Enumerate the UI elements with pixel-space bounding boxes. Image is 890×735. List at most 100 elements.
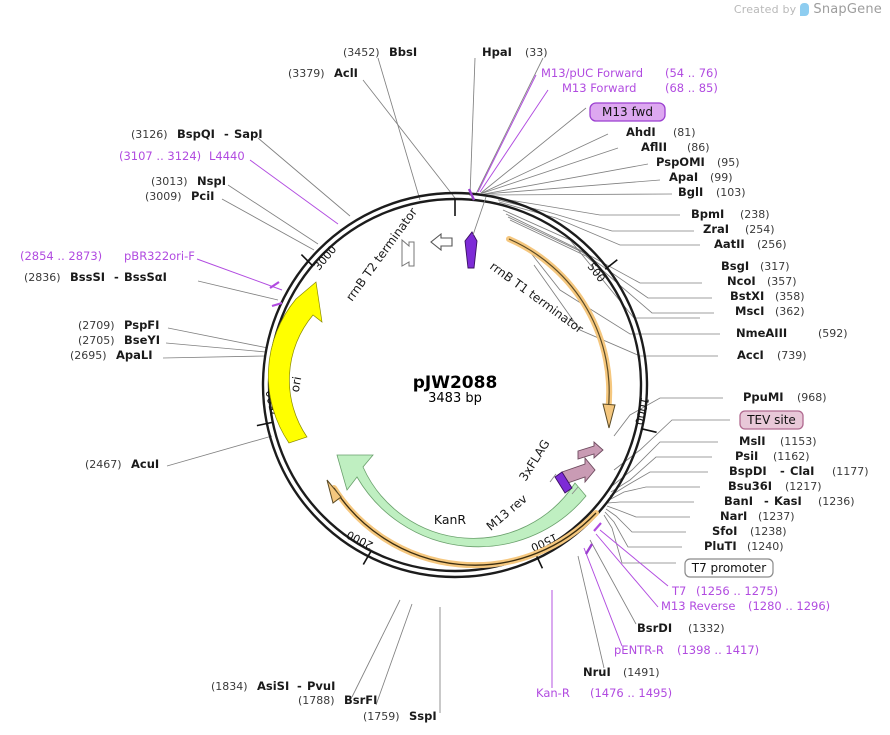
- label-nspi-name: NspI: [197, 174, 226, 188]
- label-nmeaiii[interactable]: NmeAIII (592): [736, 326, 848, 340]
- box-label-t7-promoter-text: T7 promoter: [691, 561, 767, 575]
- label-pspomi-name: PspOMI: [656, 155, 705, 169]
- label-bbsi[interactable]: (3452) BbsI: [343, 45, 417, 59]
- label-hpai[interactable]: HpaI (33): [482, 45, 548, 59]
- label-pvui-name: PvuI: [307, 679, 335, 693]
- label-apali-pos: (2695): [70, 349, 107, 362]
- label-sspi[interactable]: (1759) SspI: [363, 709, 437, 723]
- label-bgli[interactable]: BglI (103): [678, 185, 746, 199]
- label-pentr-r[interactable]: pENTR-R (1398 .. 1417): [614, 643, 759, 657]
- label-pcii[interactable]: (3009) PciI: [145, 189, 214, 203]
- label-msli[interactable]: MslI (1153): [739, 434, 817, 448]
- label-ncoi[interactable]: NcoI (357): [727, 274, 797, 288]
- label-acui-pos: (2467): [85, 458, 122, 471]
- label-pbr322ori-f-name: pBR322ori-F: [124, 249, 195, 263]
- label-pcii-pos: (3009): [145, 190, 182, 203]
- label-l4440[interactable]: (3107 .. 3124) L4440: [119, 149, 245, 163]
- label-aflii[interactable]: AflII (86): [641, 140, 710, 154]
- label-bspqi-sapi[interactable]: (3126) BspQI - SapI: [131, 127, 263, 141]
- label-nspi[interactable]: (3013) NspI: [151, 174, 226, 188]
- label-bseyi-name: BseYI: [124, 333, 160, 347]
- label-nari[interactable]: NarI (1237): [720, 509, 795, 523]
- label-m13-puc-forward-pos: (54 .. 76): [665, 66, 718, 80]
- label-bani-kasi[interactable]: BanI - KasI (1236): [724, 494, 855, 508]
- plasmid-size: 3483 bp: [428, 391, 482, 406]
- label-m13-puc-forward[interactable]: M13/pUC Forward (54 .. 76): [541, 66, 718, 80]
- label-m13-forward-pos: (68 .. 85): [665, 81, 718, 95]
- label-bsssi-pos: (2836): [24, 271, 61, 284]
- label-pspfi[interactable]: (2709) PspFI: [78, 318, 159, 332]
- label-zrai-pos: (254): [745, 223, 775, 236]
- feature-kanr[interactable]: KanR: [336, 454, 587, 548]
- label-m13-reverse-name: M13 Reverse: [661, 599, 735, 613]
- label-nari-name: NarI: [720, 509, 747, 523]
- label-bsrfi-name: BsrFI: [344, 693, 377, 707]
- label-pluti[interactable]: PluTI (1240): [704, 539, 784, 553]
- label-bbsi-name: BbsI: [389, 45, 417, 59]
- label-clai-name: ClaI: [790, 464, 814, 478]
- label-bseyi[interactable]: (2705) BseYI: [78, 333, 160, 347]
- label-acli[interactable]: (3379) AclI: [288, 66, 358, 80]
- label-bani-pos: (1236): [818, 495, 855, 508]
- label-zrai[interactable]: ZraI (254): [703, 222, 775, 236]
- label-bani-sep: -: [764, 494, 769, 508]
- labels-top-left: (3452) BbsI (3379) AclI (3126) BspQI - S…: [20, 45, 417, 471]
- label-asisi-pos: (1834): [211, 680, 248, 693]
- label-pspomi[interactable]: PspOMI (95): [656, 155, 740, 169]
- label-ppumi[interactable]: PpuMI (968): [743, 390, 827, 404]
- orf-arcs: [326, 236, 616, 569]
- label-asisi-pvui[interactable]: (1834) AsiSI - PvuI: [211, 679, 335, 693]
- label-psii[interactable]: PsiI (1162): [735, 449, 810, 463]
- label-l4440-name: L4440: [209, 149, 245, 163]
- label-bpmi[interactable]: BpmI (238): [691, 207, 770, 221]
- tick-label-3000: 3000: [311, 243, 339, 273]
- label-pentr-r-pos: (1398 .. 1417): [677, 643, 759, 657]
- box-label-tev-site[interactable]: TEV site: [739, 410, 804, 430]
- box-label-t7-promoter[interactable]: T7 promoter: [684, 558, 774, 578]
- label-pbr322ori-f[interactable]: (2854 .. 2873) pBR322ori-F: [20, 249, 195, 263]
- label-pspfi-pos: (2709): [78, 319, 115, 332]
- label-m13-forward[interactable]: M13 Forward (68 .. 85): [562, 81, 718, 95]
- label-bpmi-pos: (238): [740, 208, 770, 221]
- label-pbr322ori-f-pos: (2854 .. 2873): [20, 249, 102, 263]
- label-ppumi-pos: (968): [797, 391, 827, 404]
- label-m13-reverse[interactable]: M13 Reverse (1280 .. 1296): [661, 599, 830, 613]
- label-acui[interactable]: (2467) AcuI: [85, 457, 159, 471]
- label-bsrdi-name: BsrDI: [637, 621, 672, 635]
- labels-bottom-left: (1834) AsiSI - PvuI (1788) BsrFI (1759) …: [211, 679, 437, 723]
- label-t7[interactable]: T7 (1256 .. 1275): [671, 584, 778, 598]
- label-bstxi[interactable]: BstXI (358): [730, 289, 805, 303]
- feature-ori[interactable]: ori: [267, 281, 323, 444]
- label-apai[interactable]: ApaI (99): [669, 170, 733, 184]
- label-nrui[interactable]: NruI (1491): [583, 665, 660, 679]
- label-bsrfi[interactable]: (1788) BsrFI: [298, 693, 377, 707]
- label-apali[interactable]: (2695) ApaLI: [70, 348, 153, 362]
- label-bsgi[interactable]: BsgI (317): [721, 259, 790, 273]
- label-acci[interactable]: AccI (739): [737, 348, 807, 362]
- label-acui-name: AcuI: [131, 457, 159, 471]
- box-label-m13-fwd[interactable]: M13 fwd: [589, 102, 666, 122]
- label-bsrdi[interactable]: BsrDI (1332): [637, 621, 725, 635]
- label-kan-r[interactable]: Kan-R (1476 .. 1495): [536, 686, 672, 700]
- label-bspdi-clai[interactable]: BspDI - ClaI (1177): [729, 464, 869, 478]
- watermark-brand: SnapGene: [813, 2, 882, 17]
- label-bspqi-sep: -: [224, 127, 229, 141]
- label-aatii[interactable]: AatII (256): [714, 237, 787, 251]
- label-kasi-name: KasI: [774, 494, 802, 508]
- label-nrui-pos: (1491): [623, 666, 660, 679]
- label-sfoi-name: SfoI: [712, 524, 737, 538]
- label-sfoi[interactable]: SfoI (1238): [712, 524, 787, 538]
- feature-label-ori: ori: [288, 375, 304, 393]
- label-psii-name: PsiI: [735, 449, 758, 463]
- feature-rrnb-t2-terminator[interactable]: rrnB T2 terminator: [343, 205, 453, 304]
- label-msci[interactable]: MscI (362): [735, 304, 805, 318]
- label-psii-pos: (1162): [773, 450, 810, 463]
- backbone-feature-marks: [269, 188, 602, 555]
- label-msci-pos: (362): [775, 305, 805, 318]
- label-bsu36i[interactable]: Bsu36I (1217): [728, 479, 822, 493]
- label-ahdi-pos: (81): [673, 126, 696, 139]
- label-t7-name: T7: [671, 584, 686, 598]
- label-ahdi[interactable]: AhdI (81): [626, 125, 696, 139]
- label-bsssi-bsssai[interactable]: (2836) BssSI - BssSαI: [24, 270, 167, 284]
